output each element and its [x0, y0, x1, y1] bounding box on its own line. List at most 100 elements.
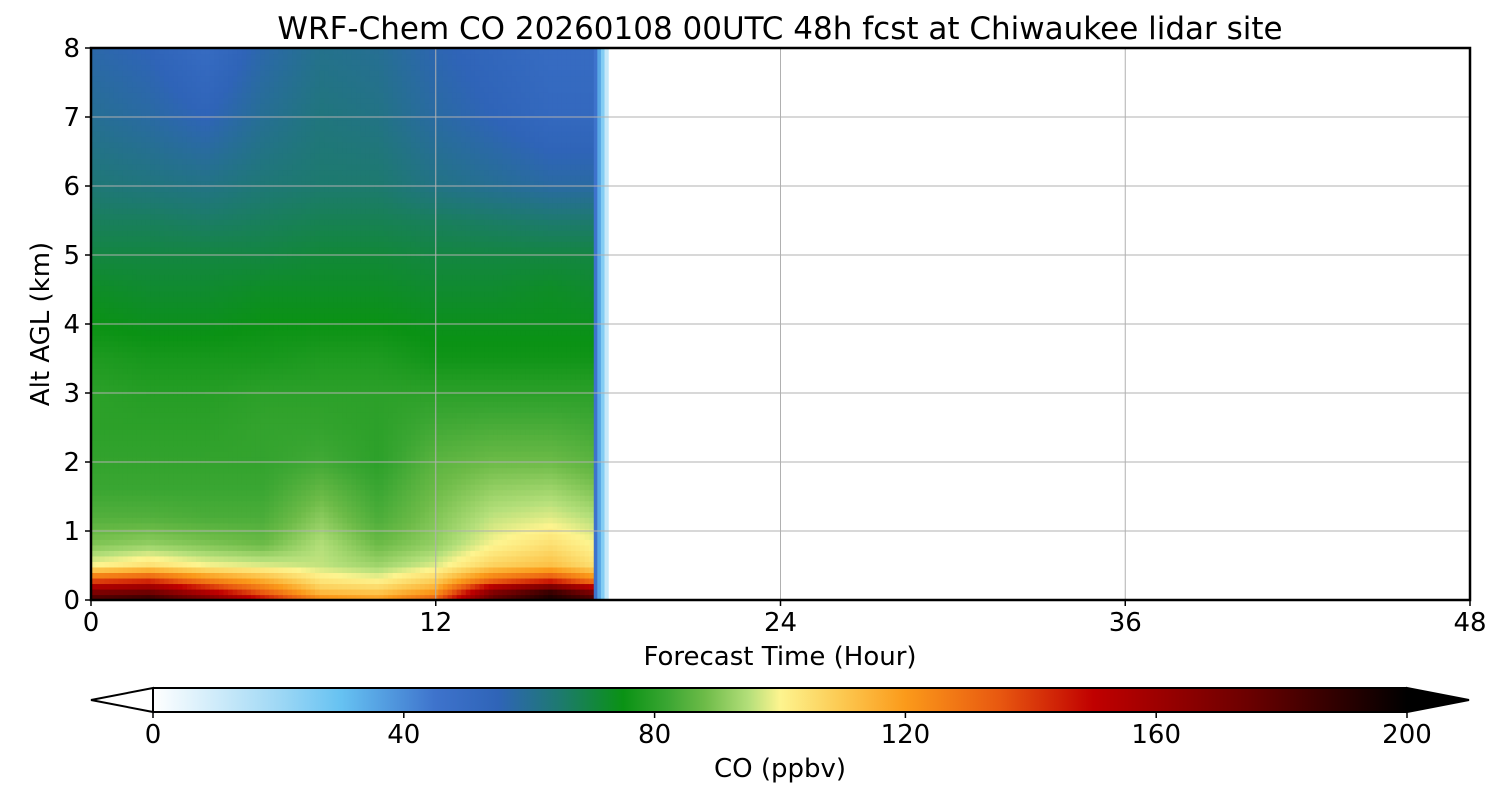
heatmap-cell — [136, 561, 142, 568]
heatmap-cell — [223, 351, 229, 358]
heatmap-cell — [145, 517, 152, 524]
heatmap-cell — [324, 484, 330, 491]
heatmap-cell — [397, 439, 403, 447]
heatmap-cell — [397, 456, 403, 463]
heatmap-cell — [557, 539, 563, 546]
heatmap-cell — [570, 555, 577, 562]
heatmap-cell — [538, 544, 545, 551]
heatmap-cell — [516, 489, 522, 496]
heatmap-cell — [474, 384, 481, 391]
heatmap-cell — [420, 583, 426, 590]
heatmap-cell — [232, 566, 238, 573]
heatmap-cell — [543, 550, 549, 557]
heatmap-cell — [406, 539, 412, 546]
heatmap-cell — [218, 423, 225, 430]
heatmap-cell — [415, 434, 421, 441]
heatmap-cell — [150, 445, 156, 452]
heatmap-cell — [287, 351, 293, 358]
heatmap-cell — [278, 428, 284, 435]
heatmap-cell — [314, 506, 321, 513]
heatmap-cell — [310, 456, 316, 463]
heatmap-cell — [474, 406, 481, 413]
heatmap-cell — [228, 522, 234, 529]
heatmap-cell — [250, 351, 257, 358]
heatmap-cell — [223, 467, 229, 474]
heatmap-cell — [136, 544, 142, 551]
heatmap-cell — [461, 428, 467, 435]
heatmap-cell — [250, 384, 257, 391]
heatmap-cell — [214, 517, 220, 524]
heatmap-cell — [91, 467, 97, 474]
heatmap-cell — [438, 368, 444, 375]
heatmap-cell — [91, 577, 97, 585]
heatmap-cell — [159, 495, 165, 502]
heatmap-cell — [191, 489, 197, 496]
heatmap-cell — [442, 533, 449, 540]
heatmap-cell — [150, 473, 156, 480]
heatmap-cell — [241, 428, 247, 435]
heatmap-cell — [561, 550, 567, 557]
heatmap-cell — [378, 450, 385, 458]
heatmap-cell — [177, 373, 184, 380]
heatmap-cell — [301, 357, 307, 364]
heatmap-cell — [561, 450, 567, 458]
heatmap-cell — [479, 395, 485, 402]
heatmap-cell — [383, 489, 389, 496]
heatmap-cell — [200, 445, 206, 452]
heatmap-cell — [278, 489, 284, 496]
heatmap-cell — [196, 594, 202, 601]
heatmap-cell — [310, 428, 316, 435]
heatmap-cell — [552, 506, 558, 513]
heatmap-cell — [534, 572, 540, 579]
heatmap-cell — [346, 544, 353, 551]
heatmap-cell — [516, 379, 522, 386]
heatmap-cell — [415, 395, 421, 402]
heatmap-cell — [392, 450, 398, 458]
heatmap-cell — [447, 522, 453, 529]
heatmap-cell — [392, 395, 398, 402]
heatmap-cell — [420, 428, 426, 435]
heatmap-cell — [301, 561, 307, 568]
heatmap-cell — [296, 473, 302, 480]
heatmap-cell — [209, 445, 215, 452]
heatmap-cell — [548, 428, 554, 435]
heatmap-cell — [415, 517, 421, 524]
heatmap-cell — [497, 583, 503, 590]
heatmap-cell — [333, 495, 339, 502]
heatmap-cell — [452, 428, 458, 435]
heatmap-cell — [255, 473, 261, 480]
heatmap-cell — [410, 539, 417, 546]
heatmap-cell — [356, 357, 362, 364]
heatmap-cell — [196, 462, 202, 469]
heatmap-cell — [319, 406, 325, 413]
heatmap-cell — [287, 428, 293, 435]
heatmap-cell — [461, 478, 467, 485]
heatmap-cell — [228, 450, 234, 458]
heatmap-cell — [214, 450, 220, 458]
heatmap-cell — [310, 450, 316, 458]
heatmap-cell — [538, 467, 545, 474]
heatmap-cell — [241, 544, 247, 551]
heatmap-cell — [91, 417, 97, 424]
heatmap-cell — [484, 395, 490, 402]
heatmap-cell — [150, 533, 156, 540]
heatmap-cell — [246, 533, 252, 540]
heatmap-cell — [342, 439, 348, 447]
heatmap-cell — [232, 445, 238, 452]
heatmap-cell — [186, 533, 193, 540]
heatmap-cell — [374, 484, 380, 491]
heatmap-cell — [145, 506, 152, 513]
heatmap-cell — [319, 423, 325, 430]
heatmap-cell — [488, 401, 494, 408]
heatmap-cell — [438, 395, 444, 402]
heatmap-cell — [237, 561, 243, 568]
heatmap-cell — [465, 379, 471, 386]
heatmap-cell — [502, 533, 508, 540]
heatmap-cell — [118, 473, 124, 480]
heatmap-cell — [516, 577, 522, 585]
heatmap-cell — [452, 484, 458, 491]
heatmap-cell — [122, 511, 129, 518]
heatmap-cell — [314, 450, 321, 458]
heatmap-cell — [374, 533, 380, 540]
heatmap-cell — [438, 588, 444, 596]
